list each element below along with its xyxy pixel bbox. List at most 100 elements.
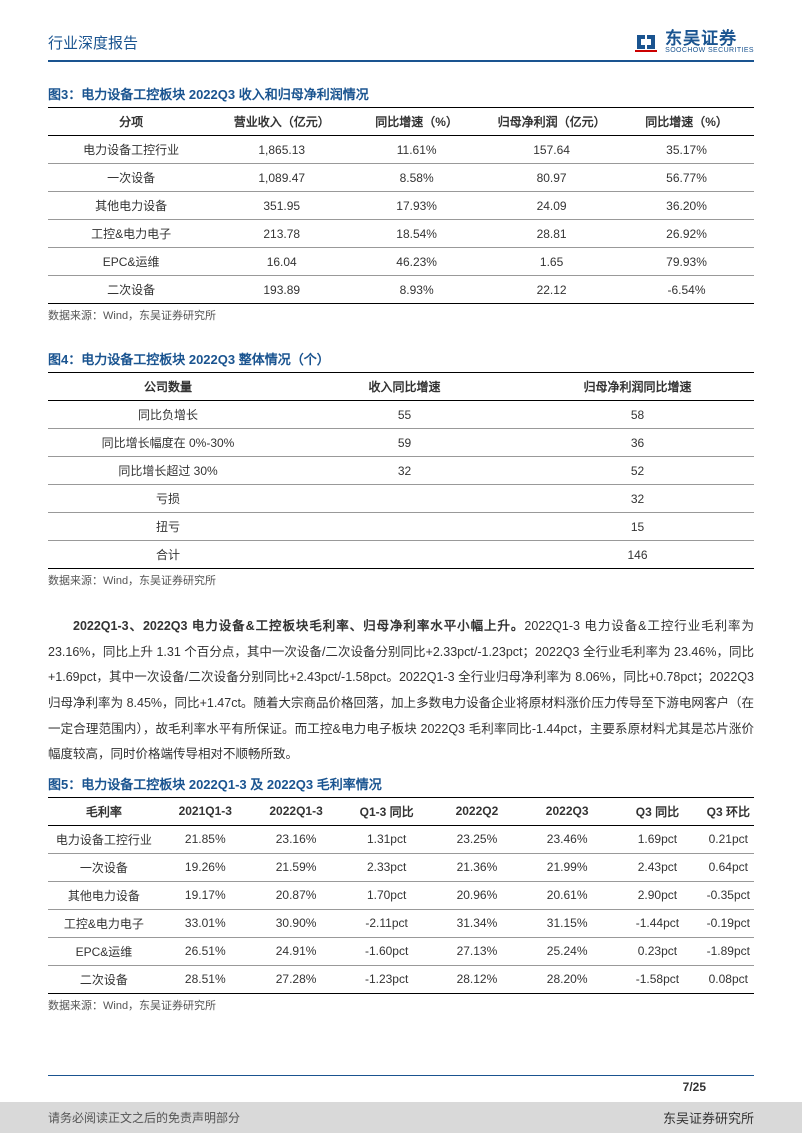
table-cell: 一次设备 [48, 164, 214, 192]
table-cell: 19.26% [160, 853, 251, 881]
table-cell: 15 [521, 513, 754, 541]
table-cell: 16.04 [214, 248, 349, 276]
paragraph-body: 2022Q1-3 电力设备&工控行业毛利率为 23.16%，同比上升 1.31 … [48, 619, 754, 761]
table-cell: 36 [521, 429, 754, 457]
logo-text-cn: 东吴证券 [665, 30, 754, 47]
table-cell: -1.44pct [612, 909, 702, 937]
table-cell: 21.36% [432, 853, 522, 881]
table-row: 工控&电力电子33.01%30.90%-2.11pct31.34%31.15%-… [48, 909, 754, 937]
table-row: 扭亏15 [48, 513, 754, 541]
table-cell: 31.34% [432, 909, 522, 937]
table-cell: 同比增长超过 30% [48, 457, 288, 485]
table-cell: 一次设备 [48, 853, 160, 881]
table-cell: 电力设备工控行业 [48, 136, 214, 164]
table-cell: 同比负增长 [48, 401, 288, 429]
table-header: 公司数量 [48, 373, 288, 401]
table-cell: 1.70pct [341, 881, 431, 909]
table-cell: -0.35pct [703, 881, 754, 909]
logo-text-en: SOOCHOW SECURITIES [665, 47, 754, 54]
table-cell: 80.97 [484, 164, 619, 192]
report-type: 行业深度报告 [48, 32, 138, 53]
table-cell: 31.15% [522, 909, 612, 937]
fig4-source: 数据来源：Wind，东吴证券研究所 [48, 572, 754, 588]
table-cell: 21.99% [522, 853, 612, 881]
table-cell: 20.61% [522, 881, 612, 909]
table-header: 营业收入（亿元） [214, 108, 349, 136]
table-cell: -1.23pct [341, 965, 431, 993]
table-cell: 0.08pct [703, 965, 754, 993]
table-cell: 28.81 [484, 220, 619, 248]
table-row: 同比增长幅度在 0%-30%5936 [48, 429, 754, 457]
fig4-title: 图4：电力设备工控板块 2022Q3 整体情况（个） [48, 349, 754, 368]
fig3-table: 分项营业收入（亿元）同比增速（%）归母净利润（亿元）同比增速（%） 电力设备工控… [48, 107, 754, 304]
table-cell: 32 [521, 485, 754, 513]
table-cell: -1.58pct [612, 965, 702, 993]
table-cell: 1.69pct [612, 825, 702, 853]
table-cell: 36.20% [619, 192, 754, 220]
table-cell: 8.58% [349, 164, 484, 192]
table-cell: EPC&运维 [48, 248, 214, 276]
table-header: 分项 [48, 108, 214, 136]
table-row: 二次设备193.898.93%22.12-6.54% [48, 276, 754, 304]
table-row: 同比增长超过 30%3252 [48, 457, 754, 485]
table-cell [288, 541, 521, 569]
analysis-paragraph: 2022Q1-3、2022Q3 电力设备&工控板块毛利率、归母净利率水平小幅上升… [48, 614, 754, 768]
table-header: 收入同比增速 [288, 373, 521, 401]
table-cell: 351.95 [214, 192, 349, 220]
table-row: 其他电力设备19.17%20.87%1.70pct20.96%20.61%2.9… [48, 881, 754, 909]
table-cell: 146 [521, 541, 754, 569]
brand-logo: 东吴证券 SOOCHOW SECURITIES [633, 30, 754, 54]
table-header: Q3 环比 [703, 797, 754, 825]
table-cell: -2.11pct [341, 909, 431, 937]
table-row: 一次设备19.26%21.59%2.33pct21.36%21.99%2.43p… [48, 853, 754, 881]
table-cell [288, 513, 521, 541]
table-cell: 21.59% [251, 853, 342, 881]
logo-icon [633, 31, 659, 53]
table-cell: 电力设备工控行业 [48, 825, 160, 853]
table-row: 亏损32 [48, 485, 754, 513]
table-cell: 28.20% [522, 965, 612, 993]
table-cell: 2.90pct [612, 881, 702, 909]
table-cell: 22.12 [484, 276, 619, 304]
table-cell: 24.91% [251, 937, 342, 965]
table-cell: -1.60pct [341, 937, 431, 965]
table-cell: 35.17% [619, 136, 754, 164]
paragraph-bold: 2022Q1-3、2022Q3 电力设备&工控板块毛利率、归母净利率水平小幅上升… [73, 619, 524, 633]
table-cell: 1,089.47 [214, 164, 349, 192]
table-cell: 2.43pct [612, 853, 702, 881]
table-cell: 56.77% [619, 164, 754, 192]
table-cell: 23.25% [432, 825, 522, 853]
table-cell: 213.78 [214, 220, 349, 248]
fig4-table: 公司数量收入同比增速归母净利润同比增速 同比负增长5558同比增长幅度在 0%-… [48, 372, 754, 569]
table-row: 二次设备28.51%27.28%-1.23pct28.12%28.20%-1.5… [48, 965, 754, 993]
table-header: 归母净利润同比增速 [521, 373, 754, 401]
table-cell: 二次设备 [48, 965, 160, 993]
table-header: 同比增速（%） [619, 108, 754, 136]
table-cell: 26.92% [619, 220, 754, 248]
table-header: Q3 同比 [612, 797, 702, 825]
table-cell: 2.33pct [341, 853, 431, 881]
table-cell: 1,865.13 [214, 136, 349, 164]
fig5-source: 数据来源：Wind，东吴证券研究所 [48, 997, 754, 1013]
table-row: 合计146 [48, 541, 754, 569]
table-cell: 20.87% [251, 881, 342, 909]
table-cell: 0.64pct [703, 853, 754, 881]
table-cell: 1.31pct [341, 825, 431, 853]
table-row: 电力设备工控行业21.85%23.16%1.31pct23.25%23.46%1… [48, 825, 754, 853]
table-cell: 30.90% [251, 909, 342, 937]
table-cell: 其他电力设备 [48, 881, 160, 909]
page-number: 7/25 [48, 1075, 754, 1094]
table-cell: 33.01% [160, 909, 251, 937]
table-row: 电力设备工控行业1,865.1311.61%157.6435.17% [48, 136, 754, 164]
table-cell: 27.13% [432, 937, 522, 965]
table-cell: 32 [288, 457, 521, 485]
table-cell: 28.12% [432, 965, 522, 993]
table-cell: 其他电力设备 [48, 192, 214, 220]
page-footer: 7/25 请务必阅读正文之后的免责声明部分 东吴证券研究所 [0, 1075, 802, 1133]
table-cell: 193.89 [214, 276, 349, 304]
table-cell: 23.46% [522, 825, 612, 853]
table-header: 毛利率 [48, 797, 160, 825]
table-cell: 26.51% [160, 937, 251, 965]
table-cell: 25.24% [522, 937, 612, 965]
table-cell: EPC&运维 [48, 937, 160, 965]
